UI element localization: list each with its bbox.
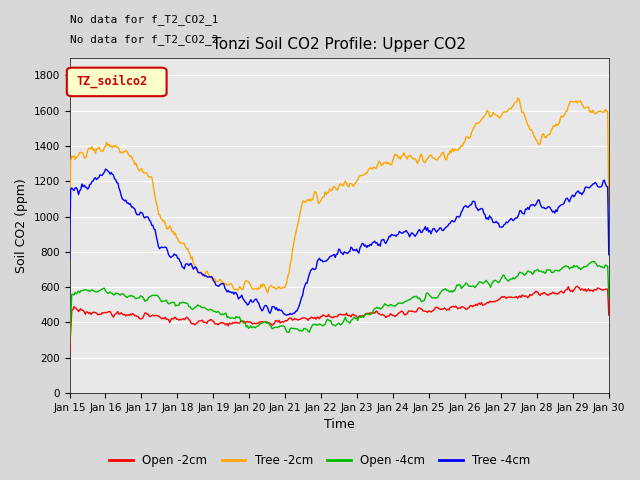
Text: No data for f_T2_CO2_1: No data for f_T2_CO2_1 <box>70 14 218 25</box>
FancyBboxPatch shape <box>67 68 166 96</box>
X-axis label: Time: Time <box>324 419 355 432</box>
Text: TZ_soilco2: TZ_soilco2 <box>77 75 148 88</box>
Y-axis label: Soil CO2 (ppm): Soil CO2 (ppm) <box>15 178 28 273</box>
Text: No data for f_T2_CO2_2: No data for f_T2_CO2_2 <box>70 34 218 45</box>
Legend: Open -2cm, Tree -2cm, Open -4cm, Tree -4cm: Open -2cm, Tree -2cm, Open -4cm, Tree -4… <box>105 449 535 472</box>
Title: Tonzi Soil CO2 Profile: Upper CO2: Tonzi Soil CO2 Profile: Upper CO2 <box>212 37 466 52</box>
